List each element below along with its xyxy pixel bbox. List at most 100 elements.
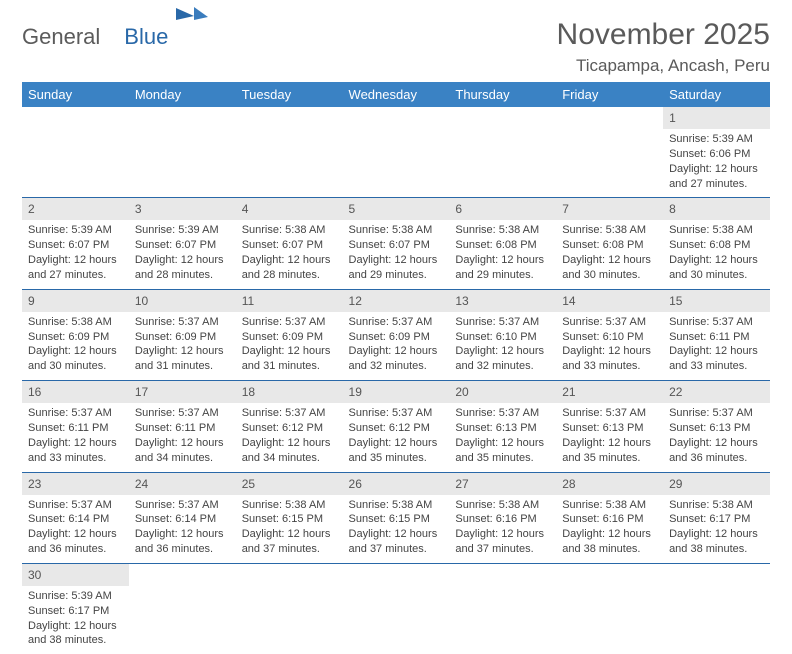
day-number-row: 22 — [663, 381, 770, 403]
calendar-cell: 16 Sunrise: 5:37 AMSunset: 6:11 PMDayligh… — [22, 381, 129, 472]
weekday-header: Wednesday — [343, 82, 450, 107]
day-details: Sunrise: 5:37 AMSunset: 6:10 PMDaylight:… — [455, 315, 550, 374]
logo-blue-label: Blue — [124, 24, 168, 49]
day-details: Sunrise: 5:38 AMSunset: 6:15 PMDaylight:… — [242, 498, 337, 557]
day-number: 30 — [28, 568, 41, 582]
calendar-cell: 11Sunrise: 5:37 AMSunset: 6:09 PMDayligh… — [236, 289, 343, 380]
calendar-cell: 24 Sunrise: 5:37 AMSunset: 6:14 PMDayligh… — [129, 472, 236, 563]
day-number-row: 13 — [449, 290, 556, 312]
day-details: Sunrise: 5:37 AMSunset: 6:12 PMDaylight:… — [349, 406, 444, 465]
day-details: Sunrise: 5:38 AMSunset: 6:07 PMDaylight:… — [242, 223, 337, 282]
day-number-row: 6 — [449, 198, 556, 220]
day-details: Sunrise: 5:38 AMSunset: 6:16 PMDaylight:… — [562, 498, 657, 557]
calendar-cell: 12Sunrise: 5:37 AMSunset: 6:09 PMDayligh… — [343, 289, 450, 380]
day-number: 4 — [242, 202, 249, 216]
location-text: Ticapampa, Ancash, Peru — [557, 56, 770, 76]
calendar-cell: 13 Sunrise: 5:37 AMSunset: 6:10 PMDayligh… — [449, 289, 556, 380]
day-details: Sunrise: 5:37 AMSunset: 6:10 PMDaylight:… — [562, 315, 657, 374]
title-block: November 2025 Ticapampa, Ancash, Peru — [557, 18, 770, 76]
day-number-row: 3 — [129, 198, 236, 220]
day-number: 23 — [28, 477, 41, 491]
day-number-row: 28 — [556, 473, 663, 495]
day-details: Sunrise: 5:37 AMSunset: 6:12 PMDaylight:… — [242, 406, 337, 465]
calendar-cell: 8Sunrise: 5:38 AMSunset: 6:08 PMDaylight… — [663, 198, 770, 289]
day-number-row: 24 — [129, 473, 236, 495]
day-number: 10 — [135, 294, 148, 308]
weekday-header: Sunday — [22, 82, 129, 107]
day-details: Sunrise: 5:37 AMSunset: 6:14 PMDaylight:… — [135, 498, 230, 557]
day-details: Sunrise: 5:37 AMSunset: 6:13 PMDaylight:… — [562, 406, 657, 465]
day-number: 18 — [242, 385, 255, 399]
day-details: Sunrise: 5:38 AMSunset: 6:09 PMDaylight:… — [28, 315, 123, 374]
calendar-row: 1 Sunrise: 5:39 AMSunset: 6:06 PMDaylight… — [22, 107, 770, 198]
calendar-cell-empty — [449, 563, 556, 654]
calendar-cell: 30Sunrise: 5:39 AMSunset: 6:17 PMDayligh… — [22, 563, 129, 654]
calendar-cell: 2 Sunrise: 5:39 AMSunset: 6:07 PMDaylight… — [22, 198, 129, 289]
weekday-header: Thursday — [449, 82, 556, 107]
calendar-cell-empty — [236, 563, 343, 654]
day-details: Sunrise: 5:39 AMSunset: 6:07 PMDaylight:… — [135, 223, 230, 282]
calendar-cell: 22 Sunrise: 5:37 AMSunset: 6:13 PMDayligh… — [663, 381, 770, 472]
calendar-table: SundayMondayTuesdayWednesdayThursdayFrid… — [22, 82, 770, 654]
day-number: 2 — [28, 202, 35, 216]
weekday-header: Monday — [129, 82, 236, 107]
logo-sail-icon — [176, 8, 194, 20]
day-details: Sunrise: 5:38 AMSunset: 6:15 PMDaylight:… — [349, 498, 444, 557]
day-number-row: 5 — [343, 198, 450, 220]
day-number: 7 — [562, 202, 569, 216]
day-number-row: 11 — [236, 290, 343, 312]
calendar-cell-empty — [663, 563, 770, 654]
calendar-cell: 27Sunrise: 5:38 AMSunset: 6:16 PMDayligh… — [449, 472, 556, 563]
calendar-cell: 25 Sunrise: 5:38 AMSunset: 6:15 PMDayligh… — [236, 472, 343, 563]
day-number: 5 — [349, 202, 356, 216]
calendar-cell-empty — [343, 563, 450, 654]
logo-sail2-icon — [194, 7, 208, 20]
calendar-cell: 17Sunrise: 5:37 AMSunset: 6:11 PMDayligh… — [129, 381, 236, 472]
calendar-cell: 1 Sunrise: 5:39 AMSunset: 6:06 PMDaylight… — [663, 107, 770, 198]
calendar-cell: 21Sunrise: 5:37 AMSunset: 6:13 PMDayligh… — [556, 381, 663, 472]
day-number-row: 12 — [343, 290, 450, 312]
day-number-row: 16 — [22, 381, 129, 403]
day-number: 8 — [669, 202, 676, 216]
calendar-row: 30Sunrise: 5:39 AMSunset: 6:17 PMDayligh… — [22, 563, 770, 654]
calendar-cell-empty — [556, 563, 663, 654]
calendar-cell: 5 Sunrise: 5:38 AMSunset: 6:07 PMDaylight… — [343, 198, 450, 289]
day-details: Sunrise: 5:38 AMSunset: 6:08 PMDaylight:… — [562, 223, 657, 282]
month-title: November 2025 — [557, 18, 770, 52]
day-details: Sunrise: 5:39 AMSunset: 6:06 PMDaylight:… — [669, 132, 764, 191]
calendar-cell-empty — [129, 563, 236, 654]
day-number-row: 25 — [236, 473, 343, 495]
calendar-body: 1 Sunrise: 5:39 AMSunset: 6:06 PMDaylight… — [22, 107, 770, 654]
day-details: Sunrise: 5:38 AMSunset: 6:17 PMDaylight:… — [669, 498, 764, 557]
day-number-row: 23 — [22, 473, 129, 495]
calendar-row: 9Sunrise: 5:38 AMSunset: 6:09 PMDaylight… — [22, 289, 770, 380]
day-number: 20 — [455, 385, 468, 399]
day-details: Sunrise: 5:37 AMSunset: 6:11 PMDaylight:… — [28, 406, 123, 465]
day-number: 14 — [562, 294, 575, 308]
day-number-row: 18 — [236, 381, 343, 403]
logo-blue-text: Blue — [124, 24, 168, 50]
weekday-header: Tuesday — [236, 82, 343, 107]
day-number-row: 2 — [22, 198, 129, 220]
day-number: 12 — [349, 294, 362, 308]
day-number-row: 4 — [236, 198, 343, 220]
day-number-row: 26 — [343, 473, 450, 495]
calendar-cell: 23Sunrise: 5:37 AMSunset: 6:14 PMDayligh… — [22, 472, 129, 563]
calendar-cell-empty — [343, 107, 450, 198]
calendar-cell: 15Sunrise: 5:37 AMSunset: 6:11 PMDayligh… — [663, 289, 770, 380]
day-details: Sunrise: 5:38 AMSunset: 6:08 PMDaylight:… — [455, 223, 550, 282]
day-number: 17 — [135, 385, 148, 399]
day-number: 13 — [455, 294, 468, 308]
calendar-cell: 14 Sunrise: 5:37 AMSunset: 6:10 PMDayligh… — [556, 289, 663, 380]
day-number-row: 10 — [129, 290, 236, 312]
day-number: 1 — [669, 111, 676, 125]
day-details: Sunrise: 5:39 AMSunset: 6:07 PMDaylight:… — [28, 223, 123, 282]
day-number-row: 29 — [663, 473, 770, 495]
day-details: Sunrise: 5:37 AMSunset: 6:13 PMDaylight:… — [669, 406, 764, 465]
calendar-cell: 3 Sunrise: 5:39 AMSunset: 6:07 PMDaylight… — [129, 198, 236, 289]
day-details: Sunrise: 5:38 AMSunset: 6:07 PMDaylight:… — [349, 223, 444, 282]
day-number-row: 20 — [449, 381, 556, 403]
logo-general-text: General — [22, 24, 100, 50]
calendar-cell: 28 Sunrise: 5:38 AMSunset: 6:16 PMDayligh… — [556, 472, 663, 563]
calendar-cell: 9Sunrise: 5:38 AMSunset: 6:09 PMDaylight… — [22, 289, 129, 380]
